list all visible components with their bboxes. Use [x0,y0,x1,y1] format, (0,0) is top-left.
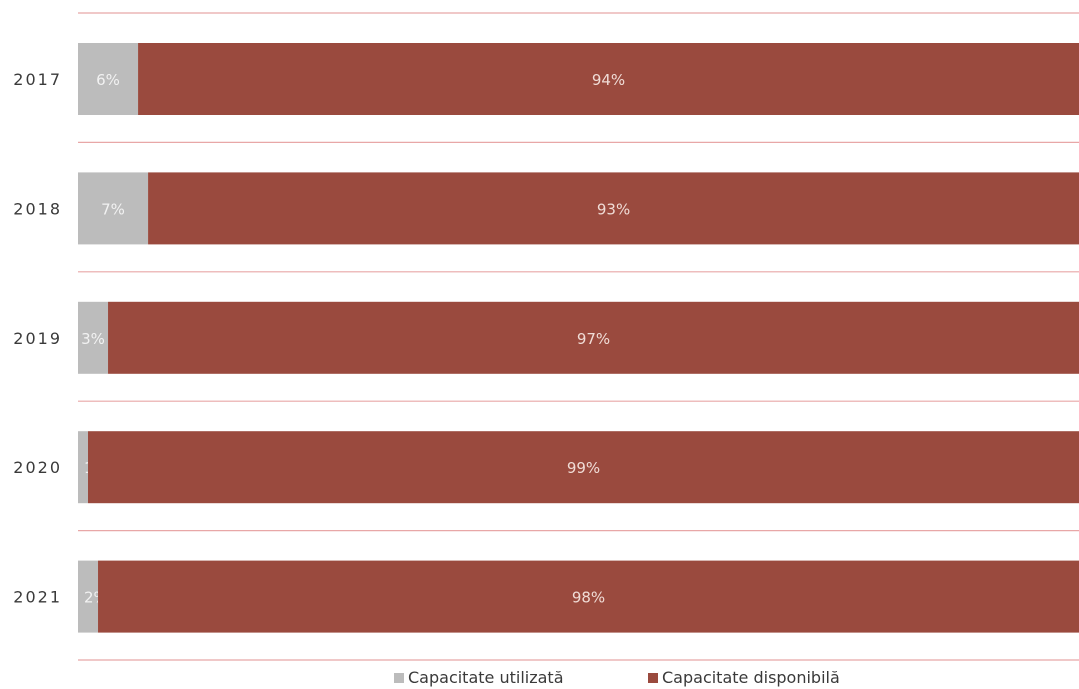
chart-legend: Capacitate utilizată Capacitate disponib… [0,666,1079,689]
data-label-available: 97% [577,330,610,348]
category-label: 2019 [13,329,62,348]
bar-segment-available [148,172,1079,245]
data-label-available: 98% [572,589,605,607]
legend-item-used: Capacitate utilizată [394,668,564,687]
category-label: 2018 [13,199,62,218]
category-label: 2021 [13,588,62,607]
bar-segment-used [78,172,149,245]
data-label-used: 6% [96,71,120,89]
chart-plot: 20176%94%20187%93%20193%97%20201%99%2021… [13,12,1079,661]
legend-label-used: Capacitate utilizată [408,668,564,687]
bar-segment-used [78,560,99,633]
bar-segment-available [98,560,1079,633]
bar-segment-available [88,431,1079,504]
data-label-available: 94% [592,71,625,89]
legend-item-available: Capacitate disponibilă [648,668,840,687]
legend-swatch-used [394,672,404,683]
data-label-available: 93% [597,200,630,218]
bar-segment-available [108,301,1079,374]
legend-label-available: Capacitate disponibilă [662,668,840,687]
bar-segment-used [78,431,89,504]
bar-segment-available [138,43,1079,115]
bar-segment-used [78,301,109,374]
data-label-available: 99% [567,459,600,477]
bar-segment-used [78,43,139,115]
data-label-used: 3% [81,330,105,348]
legend-swatch-available [648,672,658,683]
category-label: 2020 [13,458,62,477]
category-label: 2017 [13,70,62,89]
data-label-used: 7% [101,200,125,218]
